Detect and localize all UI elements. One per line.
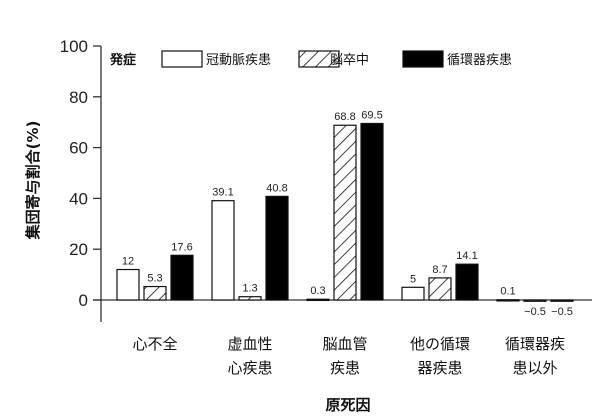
bar-value-label: 0.3 bbox=[310, 285, 325, 297]
bar-value-label: 17.6 bbox=[171, 241, 192, 253]
legend-title: 発症 bbox=[109, 52, 136, 68]
bar-value-label: 5 bbox=[410, 273, 416, 285]
bar bbox=[265, 195, 289, 301]
x-category-label: 疾患 bbox=[330, 359, 360, 377]
bar bbox=[550, 299, 574, 302]
bar bbox=[360, 122, 384, 301]
bar bbox=[496, 299, 520, 302]
bar bbox=[238, 296, 262, 301]
legend-label: 脳卒中 bbox=[330, 53, 369, 68]
x-category-label: 患以外 bbox=[512, 359, 557, 377]
bar-value-label: 1.3 bbox=[242, 283, 257, 295]
bar-value-label: 69.5 bbox=[361, 109, 382, 121]
legend-label: 循環器疾患 bbox=[447, 53, 512, 68]
y-tick-label: 40 bbox=[69, 189, 88, 208]
bar bbox=[455, 263, 479, 301]
bar-value-label: 39.1 bbox=[212, 187, 233, 199]
x-axis-title: 原死因 bbox=[325, 396, 370, 414]
bar-value-label: 8.7 bbox=[432, 264, 447, 276]
legend-swatch bbox=[161, 50, 203, 68]
bar bbox=[116, 268, 140, 301]
bar-value-label: 5.3 bbox=[147, 273, 162, 285]
axis-labels: 原死因 集団寄与割合(%) bbox=[24, 121, 371, 414]
bar-value-label: 14.1 bbox=[456, 250, 477, 262]
x-category-label: 脳血管 bbox=[322, 335, 367, 353]
y-tick-label: 60 bbox=[69, 139, 88, 158]
bar bbox=[143, 285, 167, 301]
bar bbox=[170, 254, 194, 301]
legend-swatch bbox=[402, 50, 444, 68]
bar-value-label: 0.1 bbox=[500, 286, 515, 298]
x-category-label: 心疾患 bbox=[227, 359, 272, 377]
x-category-label: 器疾患 bbox=[417, 359, 462, 377]
x-category-label: 虚血性 bbox=[227, 335, 272, 353]
bar-value-label: 68.8 bbox=[334, 111, 355, 123]
bar bbox=[306, 298, 330, 302]
x-category-label: 心不全 bbox=[132, 335, 177, 353]
bar-value-label: 12 bbox=[122, 256, 134, 268]
bar bbox=[428, 277, 452, 301]
y-tick-label: 0 bbox=[79, 291, 88, 310]
legend-label: 冠動脈疾患 bbox=[206, 53, 271, 68]
bar-value-label: 40.8 bbox=[266, 182, 287, 194]
bar bbox=[333, 124, 357, 301]
x-category-label: 他の循環 bbox=[410, 335, 470, 353]
bar bbox=[523, 299, 547, 302]
bar bbox=[211, 200, 235, 301]
y-tick-label: 20 bbox=[69, 240, 88, 259]
y-axis-title: 集団寄与割合(%) bbox=[24, 121, 42, 241]
legend-swatch bbox=[298, 50, 340, 68]
legend: 発症 冠動脈疾患 脳卒中 循環器疾患 bbox=[109, 50, 512, 68]
x-category-label: 循環器疾 bbox=[505, 335, 565, 353]
bar-value-label: −0.5 bbox=[524, 306, 546, 318]
y-tick-label: 80 bbox=[69, 88, 88, 107]
y-tick-label: 100 bbox=[60, 37, 88, 56]
bar bbox=[401, 286, 425, 301]
bar-value-label: −0.5 bbox=[551, 306, 573, 318]
